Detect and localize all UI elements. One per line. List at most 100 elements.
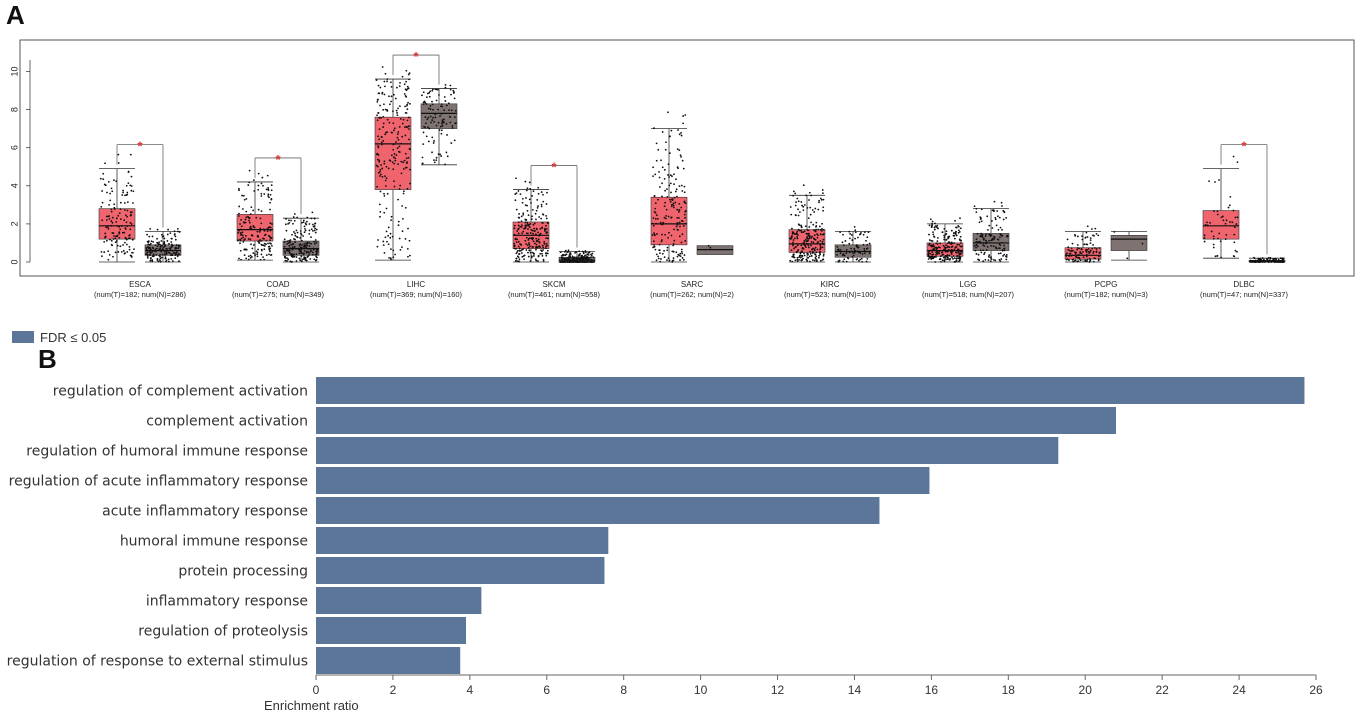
a-group-kirc: KIRC(num(T)=523; num(N)=100) [784, 184, 877, 299]
a-point [822, 206, 825, 209]
a-point [815, 257, 817, 260]
a-point [1093, 234, 1095, 237]
a-point [252, 209, 254, 212]
a-point [998, 243, 1001, 245]
a-point [590, 259, 593, 262]
a-point [989, 233, 992, 236]
a-point [398, 105, 401, 108]
a-point [573, 256, 576, 259]
a-point [401, 205, 404, 207]
a-point [408, 147, 411, 150]
a-point [150, 240, 153, 243]
a-point [959, 252, 962, 255]
a-significance-star: * [275, 152, 281, 167]
a-point [379, 190, 382, 193]
a-point [592, 256, 595, 259]
a-point [816, 233, 818, 235]
a-point [800, 231, 803, 234]
a-point [581, 254, 584, 257]
a-point [1235, 223, 1238, 225]
a-point [931, 220, 934, 223]
a-point [683, 191, 686, 194]
a-point [286, 243, 289, 245]
a-point [107, 228, 110, 230]
a-point [943, 238, 946, 241]
a-point [796, 260, 799, 262]
a-point [302, 221, 305, 224]
a-point [163, 253, 166, 256]
a-point [244, 221, 247, 224]
a-point [164, 257, 167, 260]
a-point [516, 230, 519, 232]
a-point [532, 252, 535, 255]
a-point [796, 235, 798, 238]
a-point [997, 215, 999, 218]
a-point [1005, 253, 1008, 256]
a-point [851, 255, 854, 258]
a-point [795, 201, 797, 204]
a-point [540, 203, 543, 206]
a-point [821, 243, 824, 245]
a-point [393, 185, 396, 188]
a-point [531, 195, 533, 197]
a-point [405, 80, 407, 83]
a-point [848, 230, 851, 233]
a-point [104, 235, 107, 238]
a-point [1092, 252, 1095, 254]
a-point [314, 222, 317, 225]
a-point [128, 234, 131, 237]
a-point [669, 152, 671, 155]
a-category-label: ESCA [129, 280, 151, 289]
a-point [249, 256, 252, 259]
a-point [300, 248, 303, 251]
a-point [682, 115, 685, 117]
a-point [298, 249, 301, 252]
a-point [382, 108, 385, 111]
a-point [836, 254, 838, 256]
a-point [240, 258, 242, 261]
a-point [384, 72, 387, 75]
a-point [931, 251, 934, 254]
a-point [399, 248, 402, 251]
a-point [822, 254, 825, 257]
a-point [291, 248, 294, 251]
b-bar [316, 437, 1059, 464]
a-point [681, 252, 684, 255]
b-x-tick-label: 8 [620, 683, 627, 697]
b-category-label: regulation of proteolysis [138, 624, 308, 640]
a-point [268, 253, 270, 256]
a-point [863, 252, 866, 255]
a-point [541, 254, 544, 257]
a-point [260, 240, 263, 242]
a-point [535, 243, 538, 246]
a-point [178, 260, 180, 263]
a-point [175, 246, 177, 249]
a-point [957, 225, 960, 227]
a-point [1076, 248, 1079, 251]
a-point [536, 206, 539, 209]
a-point [173, 251, 176, 254]
a-point [177, 230, 179, 233]
a-point [545, 224, 547, 227]
a-point [986, 215, 989, 218]
a-point [821, 240, 824, 243]
a-point [807, 234, 810, 237]
a-point [959, 217, 961, 220]
a-point [566, 261, 568, 263]
a-point [401, 75, 404, 78]
a-point [522, 248, 525, 250]
a-point [673, 196, 676, 199]
a-point [677, 167, 679, 170]
a-point [306, 216, 309, 219]
a-point [955, 226, 957, 229]
a-point [1282, 259, 1285, 262]
a-point [952, 232, 955, 235]
a-point [794, 259, 797, 262]
a-point [289, 241, 291, 244]
b-x-tick-label: 26 [1309, 683, 1323, 697]
a-point [402, 161, 405, 164]
a-point [815, 221, 818, 224]
a-point [676, 208, 679, 211]
a-point [1236, 216, 1239, 219]
a-point [533, 230, 536, 232]
